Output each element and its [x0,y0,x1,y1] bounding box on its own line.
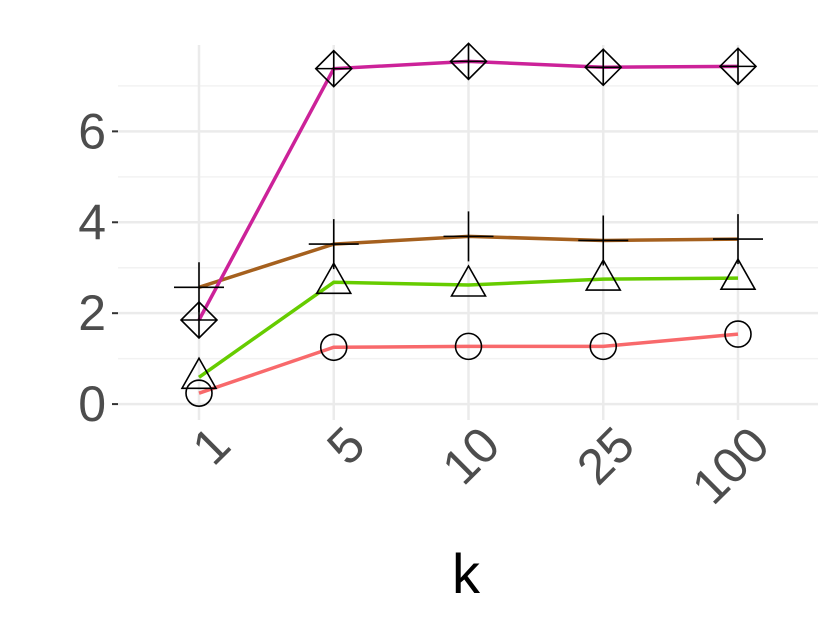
point [308,219,359,270]
x-tick-label: 10 [431,416,510,495]
point [724,320,752,348]
point [713,214,763,265]
point [450,264,487,297]
x-tick-label: 1 [182,416,241,475]
point [179,300,219,340]
series-line [198,332,739,395]
x-axis-title: k [452,542,481,605]
point [584,258,622,291]
point [454,332,483,361]
point [319,333,348,362]
point [718,47,758,86]
point [449,42,488,81]
point [315,261,353,295]
series-line [197,276,739,379]
point [578,215,629,266]
point [443,211,494,262]
y-tick-label: 4 [78,194,106,250]
point [185,379,213,407]
y-tick-label: 2 [78,285,106,341]
point [584,48,623,87]
x-tick-label: 100 [681,416,780,515]
x-tick-label: 5 [316,416,375,475]
point [314,49,353,88]
point [589,332,618,361]
x-tick-label: 25 [566,416,645,495]
point [719,257,757,290]
point [180,356,218,390]
y-tick-label: 0 [78,376,106,432]
y-tick-label: 6 [78,103,106,159]
